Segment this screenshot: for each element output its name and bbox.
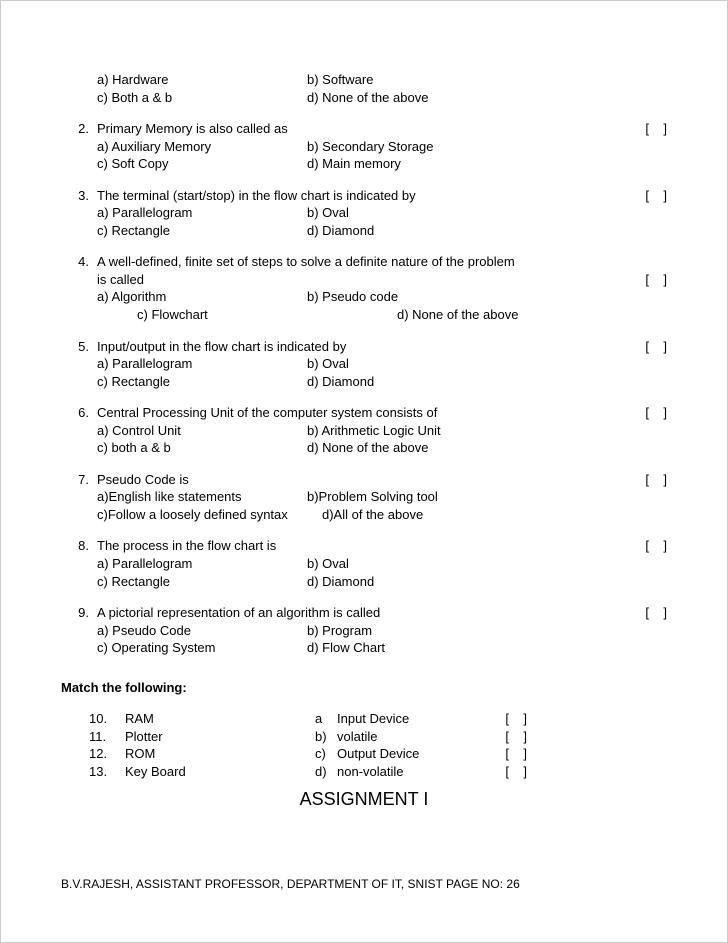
match-block: 10. RAM a Input Device [ ] 11. Plotter b… xyxy=(61,710,667,780)
option-d: d) Main memory xyxy=(307,155,667,173)
question-stem: The process in the flow chart is xyxy=(97,537,617,555)
match-left: Key Board xyxy=(125,763,315,781)
match-right: Input Device xyxy=(337,710,477,728)
question-stem-line2: is called xyxy=(97,271,617,289)
question-stem: Central Processing Unit of the computer … xyxy=(97,404,617,422)
answer-bracket: [ ] xyxy=(617,120,667,138)
match-heading: Match the following: xyxy=(61,679,667,697)
question-4: 4. A well-defined, finite set of steps t… xyxy=(61,253,667,323)
match-right: Output Device xyxy=(337,745,477,763)
match-number: 11. xyxy=(89,728,125,746)
match-left: ROM xyxy=(125,745,315,763)
match-row-11: 11. Plotter b) volatile [ ] xyxy=(89,728,667,746)
option-c: c) both a & b xyxy=(97,439,307,457)
match-row-13: 13. Key Board d) non-volatile [ ] xyxy=(89,763,667,781)
match-right: volatile xyxy=(337,728,477,746)
option-b: b) Oval xyxy=(307,204,667,222)
option-b: b) Software xyxy=(307,71,667,89)
answer-bracket: [ ] xyxy=(617,604,667,622)
match-number: 10. xyxy=(89,710,125,728)
option-c: c) Flowchart xyxy=(97,306,347,324)
match-row-10: 10. RAM a Input Device [ ] xyxy=(89,710,667,728)
question-9: 9. A pictorial representation of an algo… xyxy=(61,604,667,657)
page: a) Hardware b) Software c) Both a & b d)… xyxy=(0,0,728,943)
option-a: a) Hardware xyxy=(97,71,307,89)
question-number: 6. xyxy=(61,404,97,457)
option-a: a) Parallelogram xyxy=(97,355,307,373)
match-row-12: 12. ROM c) Output Device [ ] xyxy=(89,745,667,763)
answer-bracket: [ ] xyxy=(617,271,667,289)
option-c: c) Rectangle xyxy=(97,373,307,391)
option-d: d) Diamond xyxy=(307,222,667,240)
answer-bracket: [ ] xyxy=(477,710,527,728)
match-right: non-volatile xyxy=(337,763,477,781)
match-number: 13. xyxy=(89,763,125,781)
match-letter: b) xyxy=(315,728,337,746)
option-b: b) Pseudo code xyxy=(307,288,667,306)
option-b: b) Program xyxy=(307,622,667,640)
question-stem: The terminal (start/stop) in the flow ch… xyxy=(97,187,617,205)
answer-bracket: [ ] xyxy=(477,763,527,781)
option-a: a) Auxiliary Memory xyxy=(97,138,307,156)
option-d: d) None of the above xyxy=(307,439,667,457)
question-5: 5. Input/output in the flow chart is ind… xyxy=(61,338,667,391)
answer-bracket: [ ] xyxy=(617,338,667,356)
answer-bracket: [ ] xyxy=(617,187,667,205)
question-number: 7. xyxy=(61,471,97,524)
page-footer: B.V.RAJESH, ASSISTANT PROFESSOR, DEPARTM… xyxy=(61,876,520,892)
match-letter: a xyxy=(315,710,337,728)
option-d: d) Diamond xyxy=(307,373,667,391)
question-number: 2. xyxy=(61,120,97,173)
option-a: a)English like statements xyxy=(97,488,307,506)
option-b: b) Secondary Storage xyxy=(307,138,667,156)
option-a: a) Parallelogram xyxy=(97,555,307,573)
option-c: c)Follow a loosely defined syntax xyxy=(97,506,322,524)
question-number: 5. xyxy=(61,338,97,391)
question-6: 6. Central Processing Unit of the comput… xyxy=(61,404,667,457)
option-a: a) Algorithm xyxy=(97,288,307,306)
match-left: RAM xyxy=(125,710,315,728)
answer-bracket: [ ] xyxy=(617,404,667,422)
question-stem-line1: A well-defined, finite set of steps to s… xyxy=(97,253,667,271)
option-b: b) Oval xyxy=(307,355,667,373)
option-b: b) Oval xyxy=(307,555,667,573)
question-number: 4. xyxy=(61,253,97,323)
match-letter: c) xyxy=(315,745,337,763)
option-a: a) Control Unit xyxy=(97,422,307,440)
option-a: a) Pseudo Code xyxy=(97,622,307,640)
option-c: c) Rectangle xyxy=(97,222,307,240)
question-number: 3. xyxy=(61,187,97,240)
option-d: d) None of the above xyxy=(307,89,667,107)
option-c: c) Rectangle xyxy=(97,573,307,591)
question-2: 2. Primary Memory is also called as [ ] … xyxy=(61,120,667,173)
question-stem: Primary Memory is also called as xyxy=(97,120,617,138)
answer-bracket: [ ] xyxy=(617,537,667,555)
question-7: 7. Pseudo Code is [ ] a)English like sta… xyxy=(61,471,667,524)
option-b: b)Problem Solving tool xyxy=(307,488,667,506)
question-number: 8. xyxy=(61,537,97,590)
option-d: d) Diamond xyxy=(307,573,667,591)
question-stem: Input/output in the flow chart is indica… xyxy=(97,338,617,356)
answer-bracket: [ ] xyxy=(477,745,527,763)
assignment-title: ASSIGNMENT I xyxy=(61,787,667,811)
option-b: b) Arithmetic Logic Unit xyxy=(307,422,667,440)
match-letter: d) xyxy=(315,763,337,781)
question-8: 8. The process in the flow chart is [ ] … xyxy=(61,537,667,590)
option-c: c) Soft Copy xyxy=(97,155,307,173)
option-d: d) None of the above xyxy=(347,306,667,324)
option-c: c) Both a & b xyxy=(97,89,307,107)
question-1-options: a) Hardware b) Software c) Both a & b d)… xyxy=(61,71,667,106)
option-a: a) Parallelogram xyxy=(97,204,307,222)
question-3: 3. The terminal (start/stop) in the flow… xyxy=(61,187,667,240)
match-number: 12. xyxy=(89,745,125,763)
answer-bracket: [ ] xyxy=(477,728,527,746)
question-stem: A pictorial representation of an algorit… xyxy=(97,604,617,622)
answer-bracket: [ ] xyxy=(617,471,667,489)
option-c: c) Operating System xyxy=(97,639,307,657)
question-stem: Pseudo Code is xyxy=(97,471,617,489)
option-d: d)All of the above xyxy=(322,506,667,524)
match-left: Plotter xyxy=(125,728,315,746)
question-number: 9. xyxy=(61,604,97,657)
option-d: d) Flow Chart xyxy=(307,639,667,657)
